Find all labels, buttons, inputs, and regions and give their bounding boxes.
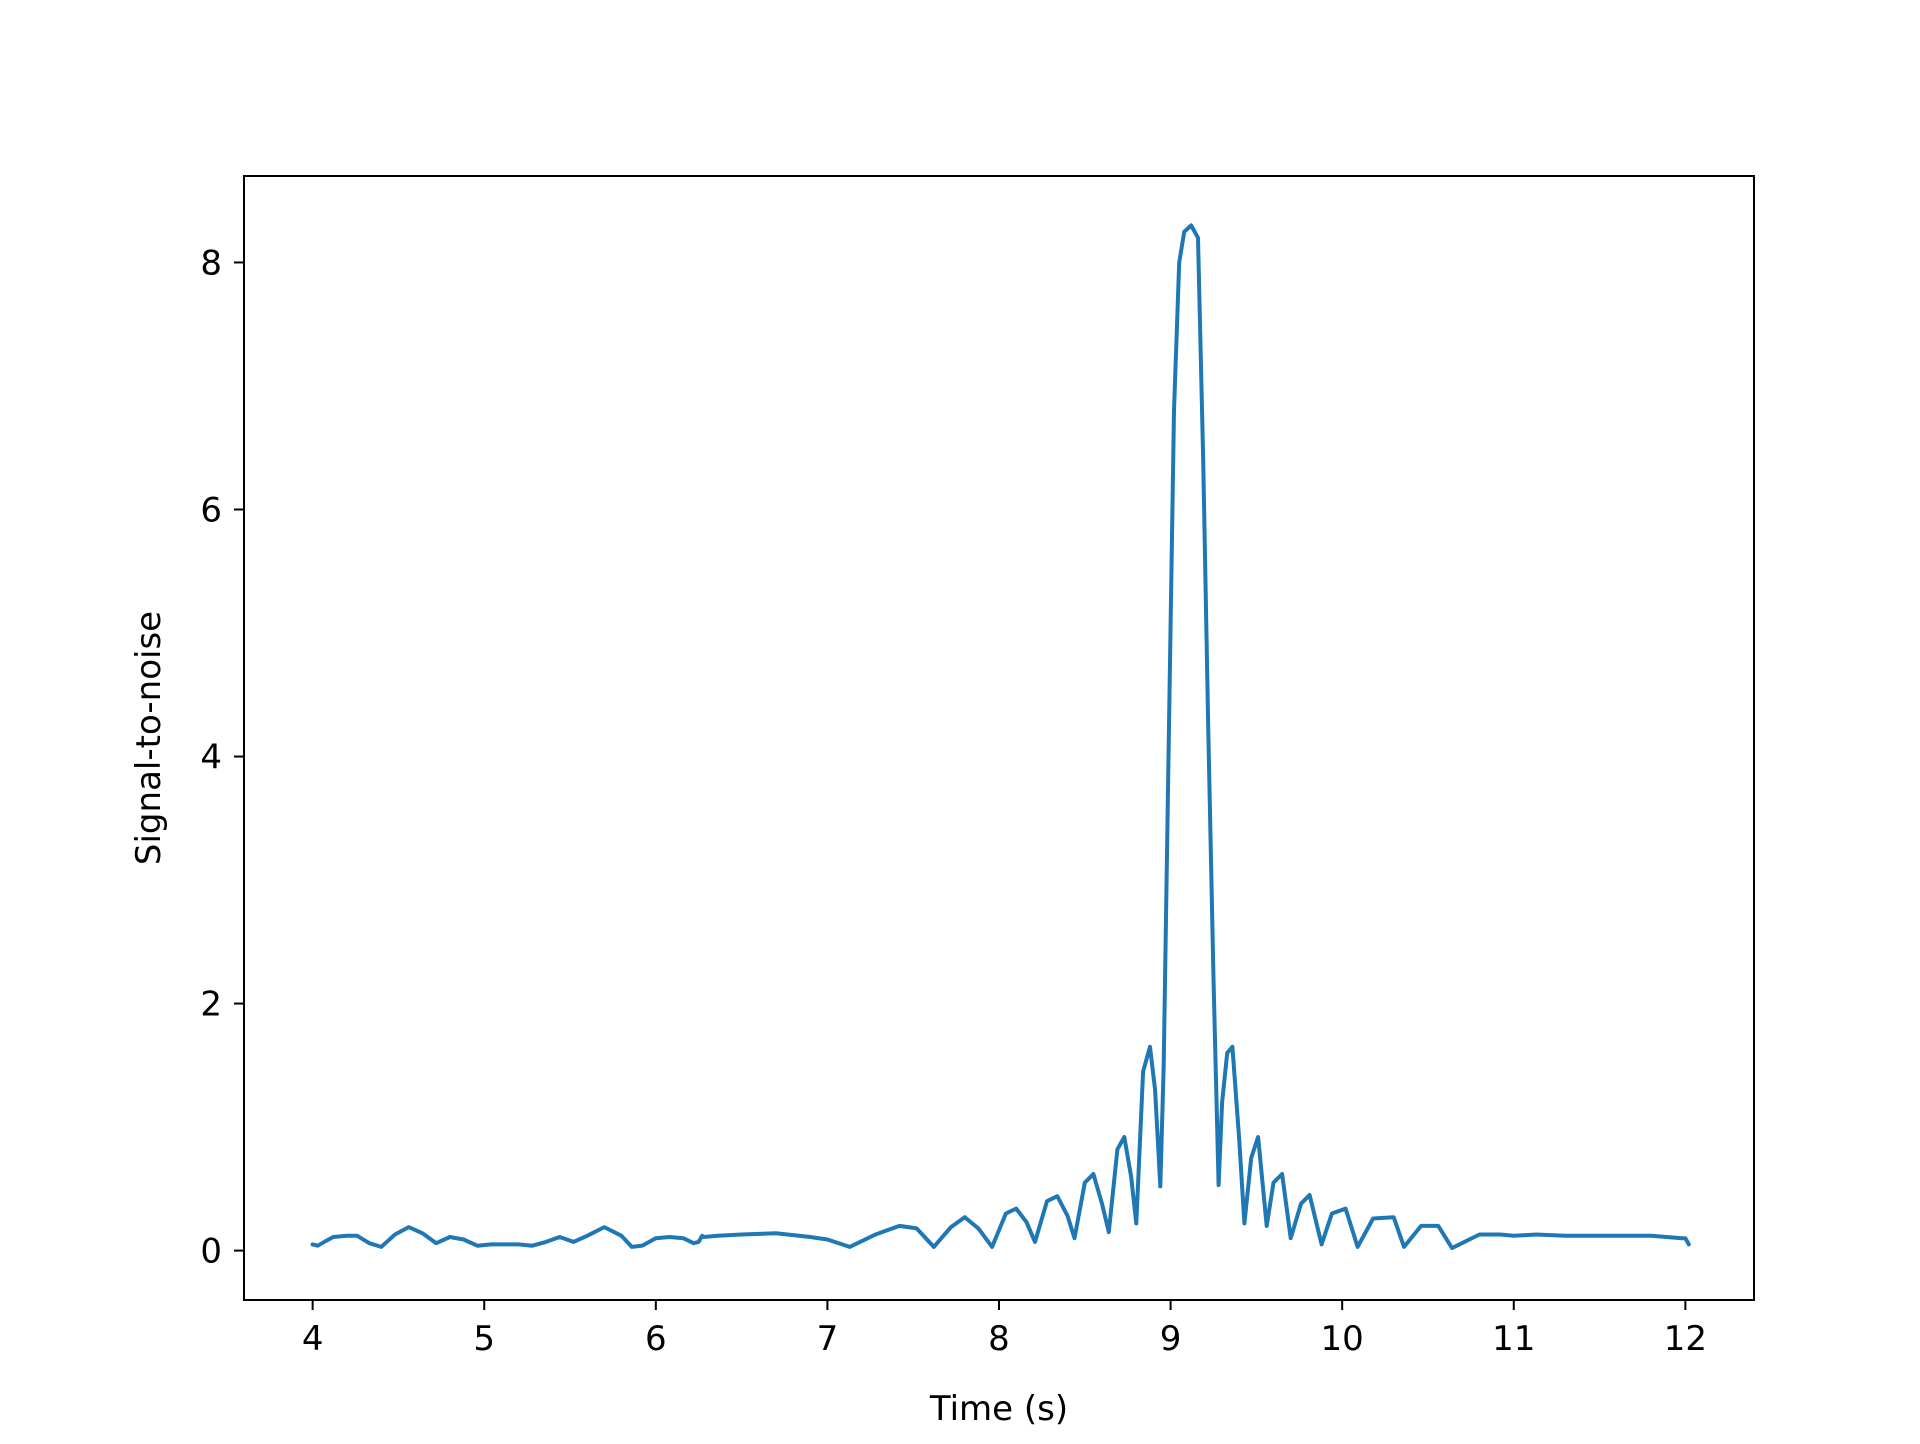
y-axis-label: Signal-to-noise — [129, 611, 169, 865]
series-line-0 — [310, 223, 1691, 1251]
x-tick-label: 8 — [988, 1319, 1010, 1359]
x-tick-label: 4 — [302, 1319, 324, 1359]
y-tick-label: 8 — [200, 243, 222, 283]
y-tick-label: 2 — [200, 985, 222, 1025]
y-tick-label: 0 — [200, 1232, 222, 1272]
axis-ticks: 4 5 6 7 8 9 10 11 12 0 2 4 6 8 — [200, 243, 1707, 1359]
plot-area-frame — [243, 175, 1755, 1301]
x-tick-label: 7 — [817, 1319, 839, 1359]
x-axis-label: Time (s) — [929, 1389, 1068, 1429]
x-tick-label: 12 — [1664, 1319, 1707, 1359]
x-tick-label: 9 — [1160, 1319, 1182, 1359]
y-tick-label: 4 — [200, 738, 222, 778]
x-tick-label: 6 — [645, 1319, 667, 1359]
x-tick-label: 5 — [473, 1319, 495, 1359]
x-tick-label: 10 — [1321, 1319, 1364, 1359]
plot-lines — [310, 223, 1691, 1251]
x-tick-label: 11 — [1492, 1319, 1535, 1359]
y-tick-label: 6 — [200, 490, 222, 530]
